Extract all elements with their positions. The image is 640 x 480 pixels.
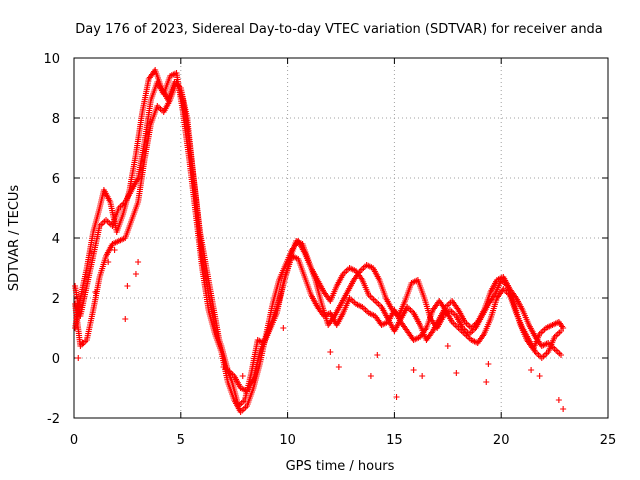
x-tick-label: 10	[279, 433, 296, 448]
series-track-2	[72, 79, 565, 394]
x-tick-label: 25	[600, 433, 617, 448]
data-point	[132, 271, 139, 277]
tick-layer: 0 5 10 15 20 25 -2 0 2 4 6 8 10	[43, 52, 616, 448]
series-track-3	[72, 70, 565, 415]
data-point	[239, 373, 246, 379]
data-point	[453, 370, 460, 376]
chart-title: Day 176 of 2023, Sidereal Day-to-day VTE…	[75, 22, 603, 37]
data-point	[220, 364, 227, 370]
x-tick-label: 5	[177, 433, 185, 448]
data-point	[560, 406, 567, 412]
y-tick-label: 10	[43, 52, 60, 67]
data-point	[92, 289, 99, 295]
data-points	[72, 67, 567, 415]
data-point	[124, 283, 131, 289]
data-point	[536, 373, 543, 379]
data-point	[135, 259, 142, 265]
x-tick-label: 15	[386, 433, 403, 448]
y-tick-label: 0	[52, 352, 60, 367]
x-axis-label: GPS time / hours	[286, 459, 395, 474]
data-point	[75, 355, 82, 361]
data-point	[485, 361, 492, 367]
data-point	[483, 379, 490, 385]
data-point	[558, 328, 565, 334]
data-point	[555, 397, 562, 403]
data-point	[528, 367, 535, 373]
data-point	[410, 367, 417, 373]
y-axis-label: SDTVAR / TECUs	[7, 185, 22, 292]
data-point	[374, 352, 381, 358]
data-point	[105, 259, 112, 265]
y-tick-label: -2	[47, 412, 60, 427]
series-spikes	[75, 247, 567, 412]
data-point	[419, 373, 426, 379]
x-tick-label: 0	[70, 433, 78, 448]
data-point	[280, 325, 287, 331]
data-point	[122, 316, 129, 322]
data-point	[335, 364, 342, 370]
data-point	[393, 394, 400, 400]
y-tick-label: 6	[52, 172, 60, 187]
data-point	[558, 352, 565, 358]
x-tick-label: 20	[493, 433, 510, 448]
y-tick-label: 4	[52, 232, 60, 247]
data-point	[111, 247, 118, 253]
y-tick-label: 8	[52, 112, 60, 127]
data-point	[327, 349, 334, 355]
data-point	[367, 373, 374, 379]
data-point	[88, 250, 95, 256]
y-tick-label: 2	[52, 292, 60, 307]
data-point	[444, 343, 451, 349]
data-point	[79, 340, 86, 346]
